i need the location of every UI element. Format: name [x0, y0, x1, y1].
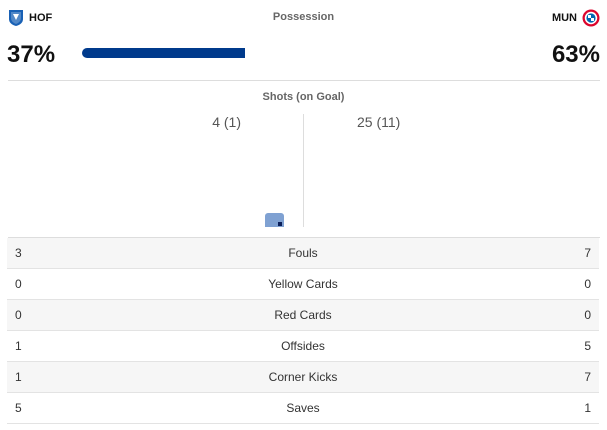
stat-row: 0 Red Cards 0: [7, 300, 599, 331]
stat-home-value: 5: [15, 401, 22, 415]
section-divider: [8, 80, 600, 81]
stat-home-value: 0: [15, 308, 22, 322]
home-team[interactable]: HOF: [8, 9, 52, 27]
shots-center-axis: [303, 114, 304, 227]
bayern-crest-icon: [582, 9, 600, 27]
stat-row: 1 Offsides 5: [7, 331, 599, 362]
stat-label: Red Cards: [274, 308, 332, 322]
home-team-abbr: HOF: [29, 12, 53, 24]
away-possession-pct: 63%: [551, 41, 600, 68]
hoffenheim-crest-icon: [9, 10, 23, 26]
stat-away-value: 5: [584, 339, 591, 353]
stat-home-value: 1: [15, 370, 22, 384]
stat-label: Yellow Cards: [268, 277, 338, 291]
possession-bar: [82, 48, 603, 58]
stat-row: 1 Corner Kicks 7: [7, 362, 599, 393]
section-divider: [8, 237, 600, 238]
stat-away-value: 1: [584, 401, 591, 415]
possession-title: Possession: [272, 11, 335, 23]
away-shots-value: 25 (11): [357, 114, 401, 130]
stat-away-value: 0: [584, 277, 591, 291]
stat-home-value: 0: [15, 277, 22, 291]
stat-label: Saves: [286, 401, 320, 415]
stat-away-value: 0: [584, 308, 591, 322]
stat-label: Offsides: [281, 339, 325, 353]
stat-row: 5 Saves 1: [7, 393, 599, 424]
stat-label: Fouls: [288, 246, 318, 260]
stat-away-value: 7: [584, 370, 591, 384]
stat-row: 0 Yellow Cards 0: [7, 269, 599, 300]
home-shots-value: 4 (1): [212, 114, 241, 130]
away-team-abbr: MUN: [551, 12, 577, 24]
stat-label: Corner Kicks: [268, 370, 338, 384]
stat-home-value: 3: [15, 246, 22, 260]
away-team[interactable]: MUN: [552, 9, 600, 27]
home-possession-pct: 37%: [7, 41, 56, 68]
home-possession-fill: [82, 48, 245, 58]
stat-row: 3 Fouls 7: [7, 238, 599, 269]
stat-away-value: 7: [584, 246, 591, 260]
stats-table: 3 Fouls 7 0 Yellow Cards 0 0 Red Cards 0…: [7, 238, 599, 424]
shots-title: Shots (on Goal): [262, 91, 345, 103]
home-shots-on-goal-marker: [278, 222, 282, 226]
stat-home-value: 1: [15, 339, 22, 353]
